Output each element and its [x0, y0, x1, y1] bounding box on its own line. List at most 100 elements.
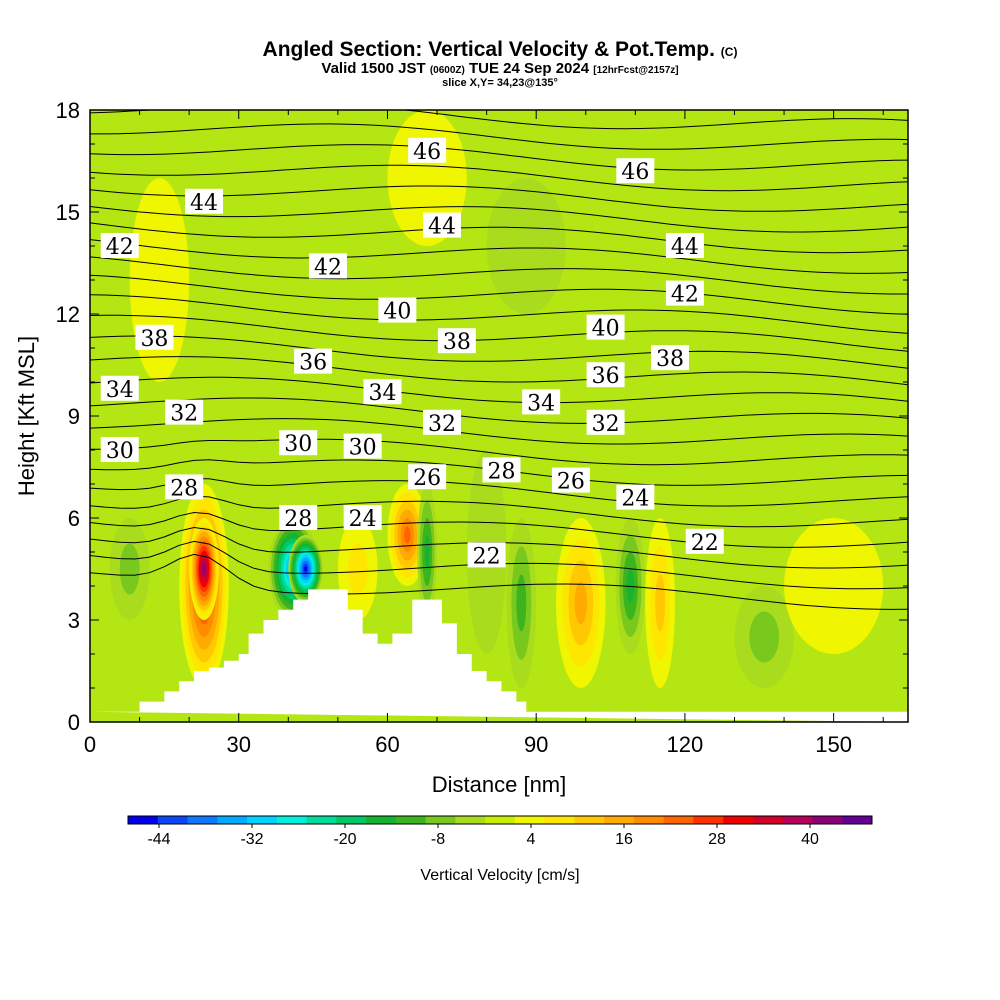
y-axis-label: Height [Kft MSL]: [14, 336, 39, 496]
y-tick-label: 9: [68, 404, 80, 429]
theta-label-box: [616, 484, 655, 510]
theta-contour-line: [90, 553, 908, 610]
chart-valid-time: Valid 1500 JST (0600Z) TUE 24 Sep 2024 […: [321, 60, 679, 77]
colorbar-tick-label: -32: [240, 831, 263, 848]
colorbar-tick-label: 28: [708, 831, 726, 848]
colorbar-swatch: [336, 816, 367, 824]
colorbar-swatch: [217, 816, 248, 824]
x-tick-label: 150: [815, 732, 852, 757]
theta-contour-line: [90, 110, 908, 130]
theta-label: 34: [368, 381, 396, 406]
theta-label-box: [551, 467, 590, 493]
theta-label: 44: [428, 215, 456, 240]
theta-label-box: [294, 348, 333, 374]
theta-label: 38: [443, 330, 471, 355]
colorbar-swatch: [514, 816, 546, 824]
theta-label: 42: [106, 235, 134, 260]
theta-label-box: [165, 399, 204, 425]
colorbar-swatch: [366, 816, 397, 824]
theta-label-box: [422, 212, 461, 238]
velocity-cell: [417, 484, 438, 620]
theta-label-box: [522, 389, 561, 415]
theta-label: 32: [428, 412, 456, 437]
theta-label-box: [422, 409, 461, 435]
theta-label-box: [437, 328, 476, 354]
theta-label: 28: [284, 507, 312, 532]
colorbar-swatch: [485, 816, 516, 824]
y-tick-label: 6: [68, 506, 80, 531]
theta-label-box: [343, 505, 382, 530]
colorbar-swatch: [306, 816, 337, 824]
theta-label: 28: [487, 459, 515, 484]
theta-label-box: [363, 379, 402, 405]
theta-label: 44: [671, 235, 699, 260]
theta-label-box: [100, 375, 139, 401]
theta-label-box: [279, 430, 318, 456]
colorbar-swatch: [812, 816, 843, 824]
colorbar-swatch: [276, 816, 308, 824]
theta-label-box: [665, 280, 704, 306]
theta-label: 36: [592, 364, 620, 389]
theta-label-box: [665, 233, 704, 258]
theta-label-box: [343, 433, 382, 459]
theta-label: 22: [473, 544, 501, 569]
theta-label-box: [279, 505, 318, 530]
theta-contour-line: [90, 495, 908, 528]
theta-label-box: [586, 409, 625, 435]
colorbar-swatch: [395, 816, 427, 824]
theta-label: 24: [349, 507, 377, 532]
colorbar-tick-label: 4: [527, 831, 536, 848]
theta-label: 30: [349, 436, 377, 461]
colorbar-swatch: [574, 816, 605, 824]
y-tick-label: 0: [68, 710, 80, 735]
x-tick-label: 0: [84, 732, 96, 757]
theta-label-box: [135, 324, 174, 350]
colorbar-label: Vertical Velocity [cm/s]: [420, 867, 579, 884]
velocity-cell: [486, 178, 566, 314]
colorbar-swatch: [693, 816, 724, 824]
colorbar-tick-label: 16: [615, 831, 633, 848]
theta-contour-line: [90, 376, 908, 404]
theta-label-box: [467, 542, 506, 568]
velocity-cell: [109, 518, 150, 620]
theta-label-box: [185, 188, 224, 214]
chart-title: Angled Section: Vertical Velocity & Pot.…: [262, 38, 738, 61]
terrain: [90, 589, 908, 722]
title-unit: (C): [720, 45, 738, 59]
colorbar-swatch: [455, 816, 486, 824]
theta-label: 38: [656, 347, 684, 372]
colorbar-swatch: [128, 816, 159, 824]
y-tick-label: 15: [56, 200, 80, 225]
colorbar-tick-label: -44: [147, 831, 170, 848]
theta-label: 32: [170, 402, 198, 427]
colorbar-swatch: [247, 816, 278, 824]
y-tick-label: 12: [56, 302, 80, 327]
theta-label: 26: [413, 466, 441, 491]
theta-label-box: [685, 528, 724, 554]
theta-labels: 46 46 44 44 44 42 42 42 40 40 38 38 38 36 36 34 34 34 32 32…: [100, 137, 724, 569]
theta-contour-line: [90, 123, 908, 150]
velocity-cell: [506, 518, 537, 688]
theta-label-box: [482, 457, 521, 483]
theta-label-box: [408, 137, 447, 163]
colorbar-swatch: [633, 816, 665, 824]
theta-label: 46: [621, 160, 649, 185]
theta-label: 40: [592, 317, 620, 342]
theta-label-box: [100, 437, 139, 462]
colorbar-swatch: [425, 816, 456, 824]
theta-contour-line: [90, 438, 908, 466]
x-tick-label: 90: [524, 732, 548, 757]
theta-label: 42: [671, 283, 699, 308]
theta-contour-line: [90, 274, 908, 315]
theta-label: 42: [314, 255, 342, 280]
colorbar-swatch: [842, 816, 873, 824]
theta-label: 24: [621, 487, 649, 512]
y-tick-label: 18: [56, 98, 80, 123]
theta-label: 30: [284, 432, 312, 457]
theta-label: 44: [190, 191, 218, 216]
theta-label: 22: [691, 531, 719, 556]
theta-label-box: [378, 297, 417, 323]
theta-contour-line: [90, 397, 908, 424]
